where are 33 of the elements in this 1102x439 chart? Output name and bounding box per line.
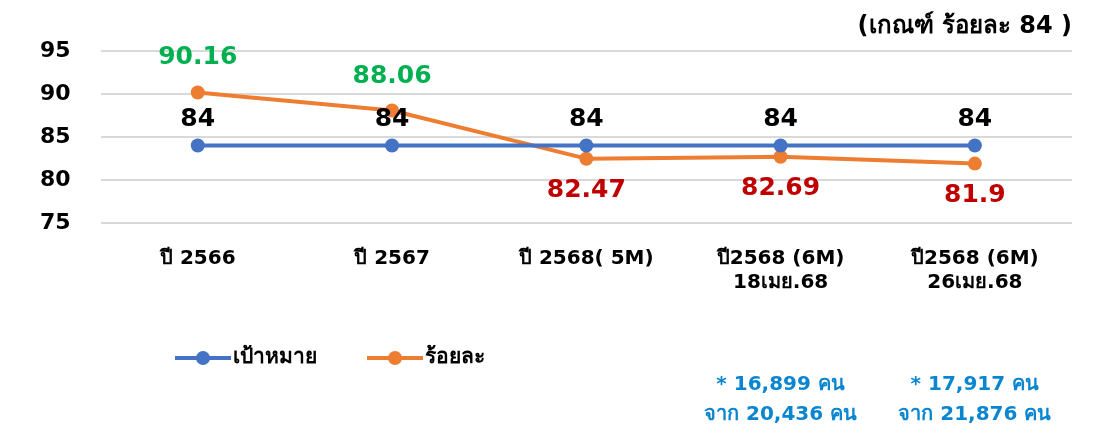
point <box>579 138 594 153</box>
legend-label: ร้อยละ <box>425 344 485 369</box>
point <box>967 138 982 153</box>
data-label: 84 <box>957 102 993 132</box>
x-tick-label: ปี2568 (6M) 26เมย.68 <box>909 245 1039 294</box>
point <box>190 85 205 100</box>
point <box>385 138 400 153</box>
data-label: 82.47 <box>546 173 626 203</box>
y-tick-label: 85 <box>39 122 71 148</box>
x-tick-label: ปี 2568( 5M) <box>517 245 654 270</box>
data-label: 84 <box>763 102 798 132</box>
data-label: 81.9 <box>944 178 1006 208</box>
point <box>773 149 788 164</box>
point <box>967 156 982 171</box>
data-label: 84 <box>568 102 604 132</box>
legend-label: เป้าหมาย <box>233 344 317 369</box>
chart-title: (เกณฑ์ ร้อยละ 84 ) <box>857 10 1072 39</box>
point <box>190 138 205 153</box>
y-tick-label: 75 <box>39 208 71 234</box>
y-tick-label: 80 <box>39 165 71 191</box>
data-label: 88.06 <box>352 59 432 89</box>
point <box>773 138 788 153</box>
data-label: 84 <box>180 102 216 132</box>
text: * 16,899 คน จาก 20,436 คน <box>704 371 858 425</box>
data-label: 82.69 <box>741 171 821 201</box>
y-tick-label: 95 <box>39 36 71 62</box>
x-tick-label: ปี 2567 <box>353 245 430 270</box>
data-label: 90.16 <box>158 41 238 71</box>
text: * 17,917 คน จาก 21,876 คน <box>898 371 1052 425</box>
y-tick-label: 90 <box>39 79 71 105</box>
point <box>579 151 594 166</box>
x-tick-label: ปี 2566 <box>158 245 236 270</box>
x-tick-label: ปี2568 (6M) 18เมย.68 <box>715 245 845 294</box>
